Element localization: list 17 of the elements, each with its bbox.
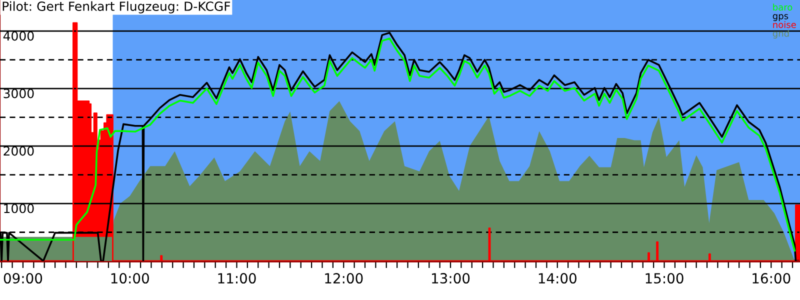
x-tick-label: 13:00 xyxy=(432,273,470,284)
text: gnd xyxy=(772,30,789,39)
text: noise xyxy=(773,21,796,28)
x-tick-label: 11:00 xyxy=(218,273,256,284)
x-tick-label: 12:00 xyxy=(325,273,363,284)
y-tick-label: 2000 xyxy=(4,146,34,156)
y-tick-label: 3000 xyxy=(4,88,34,98)
x-tick-label: 16:00 xyxy=(752,273,790,284)
chart-title: Pilot: Gert Fenkart Flugzeug: D-KCGF xyxy=(2,1,230,14)
x-tick-label: 10:00 xyxy=(111,273,149,284)
y-tick-label: 1000 xyxy=(4,204,34,214)
text: baro xyxy=(773,4,792,11)
x-tick-label: 09:00 xyxy=(4,273,42,284)
x-tick-label: 14:00 xyxy=(538,273,576,284)
y-tick-label: 4000 xyxy=(3,31,34,41)
text: gps xyxy=(772,14,788,22)
x-tick-label: 15:00 xyxy=(646,273,684,284)
